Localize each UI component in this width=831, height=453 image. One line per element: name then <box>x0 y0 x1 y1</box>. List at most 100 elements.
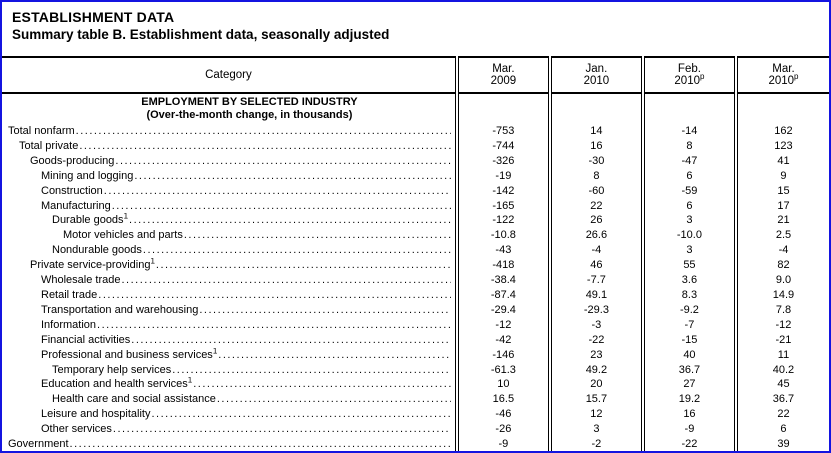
row-value: 23 <box>547 347 643 363</box>
row-value: 21 <box>733 213 829 229</box>
dot-leader <box>70 437 451 451</box>
row-value: -9.2 <box>640 302 736 318</box>
row-category-cell: Other services <box>2 422 457 437</box>
row-category-cell: Construction <box>2 184 457 199</box>
table-header: Category Mar. 2009 Jan. 2010 Feb. 2010p … <box>2 57 829 94</box>
row-value: -19 <box>454 168 550 184</box>
row-value: -43 <box>454 243 550 259</box>
row-label: Transportation and warehousing <box>41 303 199 316</box>
empty-cell <box>454 93 550 124</box>
column-month: Jan. <box>585 63 608 75</box>
row-value: 3.6 <box>640 273 736 288</box>
row-category-cell: Mining and logging <box>2 169 457 184</box>
row-value: -61.3 <box>454 362 550 378</box>
footnote-marker: 1 <box>150 258 155 266</box>
row-category-cell: Transportation and warehousing <box>2 303 457 318</box>
dot-leader <box>134 169 451 184</box>
row-category-cell: Total nonfarm <box>2 124 457 139</box>
table-row: Motor vehicles and parts -10.826.6-10.02.… <box>2 228 829 244</box>
row-category-cell: Education and health services1 <box>2 377 457 392</box>
row-value: -3 <box>547 317 643 333</box>
row-label: Construction <box>41 184 103 197</box>
column-header-feb-2010: Feb. 2010p <box>640 57 736 94</box>
row-value: 2.5 <box>733 228 829 244</box>
dot-leader <box>79 139 451 154</box>
row-value: 10 <box>454 377 550 393</box>
row-value: -47 <box>640 153 736 169</box>
dot-leader <box>193 377 451 392</box>
dot-leader <box>76 124 451 139</box>
row-value: 40 <box>640 347 736 363</box>
establishment-data-table: Category Mar. 2009 Jan. 2010 Feb. 2010p … <box>2 56 829 451</box>
row-category-cell: Nondurable goods <box>2 243 457 258</box>
row-label: Professional and business services1 <box>41 347 218 361</box>
row-value: 14.9 <box>733 287 829 303</box>
dot-leader <box>131 333 451 348</box>
row-label: Other services <box>41 423 112 436</box>
row-value: 22 <box>733 407 829 423</box>
row-value: -38.4 <box>454 273 550 288</box>
row-value: 8.3 <box>640 287 736 303</box>
row-value: -9 <box>454 437 550 451</box>
row-value: 6 <box>733 422 829 438</box>
row-value: 162 <box>733 124 829 139</box>
dot-leader <box>98 288 451 303</box>
table-row: Health care and social assistance 16.515.… <box>2 392 829 408</box>
row-label: Nondurable goods <box>52 244 142 257</box>
row-value: -122 <box>454 213 550 229</box>
row-value: -7.7 <box>547 273 643 288</box>
row-category-cell: Professional and business services1 <box>2 348 457 363</box>
column-month: Feb. <box>677 63 701 75</box>
row-label: Manufacturing <box>41 199 111 212</box>
row-value: 49.1 <box>547 287 643 303</box>
row-value: 9.0 <box>733 273 829 288</box>
row-label: Government <box>8 438 69 451</box>
row-value: -12 <box>454 317 550 333</box>
row-label: Leisure and hospitality <box>41 408 151 421</box>
dot-leader <box>172 363 451 378</box>
row-category-cell: Total private <box>2 139 457 154</box>
row-value: -60 <box>547 183 643 199</box>
table-row: Information-12-3-7-12 <box>2 317 829 333</box>
column-year: 2010 <box>674 75 700 87</box>
row-value: -42 <box>454 332 550 348</box>
row-label: Retail trade <box>41 288 98 301</box>
row-value: 36.7 <box>733 392 829 408</box>
row-value: -46 <box>454 407 550 423</box>
row-label: Information <box>41 318 97 331</box>
row-value: 3 <box>640 243 736 259</box>
row-value: -4 <box>733 243 829 259</box>
column-header-mar-2009: Mar. 2009 <box>454 57 550 94</box>
row-value: 14 <box>547 124 643 139</box>
title-block: ESTABLISHMENT DATA Summary table B. Esta… <box>2 2 829 42</box>
row-value: 16 <box>640 407 736 423</box>
row-value: 6 <box>640 198 736 214</box>
row-value: 39 <box>733 437 829 451</box>
row-value: 11 <box>733 347 829 363</box>
table-row: Financial activities -42-22-15-21 <box>2 332 829 348</box>
empty-cell <box>640 93 736 124</box>
row-value: -12 <box>733 317 829 333</box>
table-row: Professional and business services1 -1462… <box>2 347 829 363</box>
row-value: -146 <box>454 347 550 363</box>
table-row: Transportation and warehousing -29.4-29.3… <box>2 302 829 318</box>
row-value: -7 <box>640 317 736 333</box>
dot-leader <box>129 213 451 228</box>
row-value: 6 <box>640 168 736 184</box>
dot-leader <box>199 303 451 318</box>
dot-leader <box>218 348 451 363</box>
dot-leader <box>115 154 450 169</box>
dot-leader <box>184 228 451 243</box>
row-category-cell: Government <box>2 437 457 451</box>
dot-leader <box>104 184 451 199</box>
column-year: 2010 <box>583 75 610 87</box>
table-row: Nondurable goods-43-43-4 <box>2 243 829 259</box>
footnote-marker: 1 <box>123 213 129 221</box>
row-category-cell: Goods-producing <box>2 154 457 169</box>
dot-leader <box>122 273 451 288</box>
row-category-cell: Health care and social assistance <box>2 392 457 407</box>
